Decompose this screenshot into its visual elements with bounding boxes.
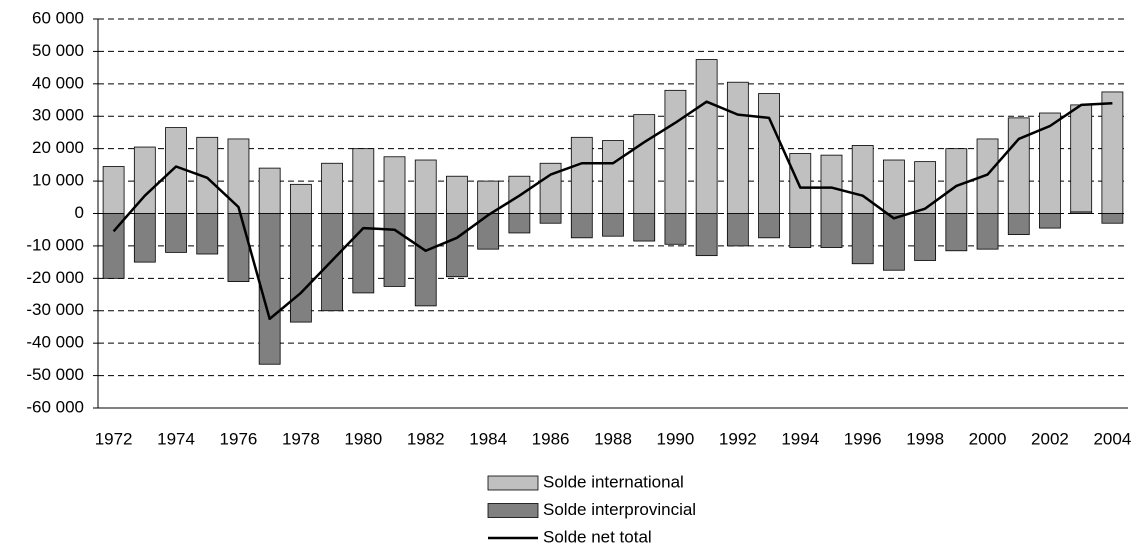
x-tick-label: 1988 xyxy=(594,429,632,448)
bar xyxy=(414,213,437,307)
x-tick-label: 1990 xyxy=(657,429,695,448)
bar xyxy=(664,213,687,245)
x-tick-label: 1978 xyxy=(282,429,320,448)
bar xyxy=(602,140,624,214)
line xyxy=(112,100,1113,321)
bar xyxy=(258,213,281,365)
bar xyxy=(133,213,156,263)
x-tick-label: 1998 xyxy=(906,429,944,448)
bar xyxy=(321,162,343,214)
bar xyxy=(477,213,500,250)
y-tick-label: 10 000 xyxy=(32,171,84,190)
bar xyxy=(570,213,593,239)
bar xyxy=(383,156,406,214)
y-tick-label: 0 xyxy=(75,203,84,222)
bar xyxy=(1101,213,1124,224)
x-tick-label: 1992 xyxy=(719,429,757,448)
x-tick-label: 1976 xyxy=(220,429,258,448)
bar xyxy=(1007,213,1030,235)
bar xyxy=(602,213,624,237)
bar xyxy=(726,213,749,247)
bar xyxy=(820,213,843,248)
bar xyxy=(914,213,937,261)
x-tick-label: 1994 xyxy=(781,429,819,448)
bar xyxy=(258,167,281,214)
bar xyxy=(945,148,968,214)
bar xyxy=(570,136,593,214)
x-tick-label: 1972 xyxy=(95,429,133,448)
bar xyxy=(1101,91,1124,214)
y-tick-label: 50 000 xyxy=(32,41,84,60)
bar xyxy=(976,213,999,250)
bar xyxy=(446,213,468,278)
bar xyxy=(508,213,531,234)
legend-swatch xyxy=(487,475,539,491)
bar xyxy=(851,145,874,214)
bar xyxy=(539,213,562,224)
bar xyxy=(758,93,780,214)
bar xyxy=(883,213,905,271)
bar xyxy=(289,213,312,323)
bar xyxy=(227,138,250,214)
bar xyxy=(851,213,874,265)
x-tick-label: 1986 xyxy=(532,429,570,448)
bar xyxy=(820,154,843,214)
x-tick-label: 1980 xyxy=(344,429,382,448)
y-tick-label: 60 000 xyxy=(32,8,84,27)
bar xyxy=(1039,213,1061,229)
x-tick-label: 2002 xyxy=(1031,429,1069,448)
y-tick-label: -20 000 xyxy=(26,268,84,287)
bar xyxy=(633,114,656,214)
x-tick-label: 2000 xyxy=(969,429,1007,448)
legend-label: Solde international xyxy=(543,472,684,491)
x-tick-label: 2004 xyxy=(1093,429,1131,448)
bar xyxy=(165,213,187,253)
y-tick-label: -50 000 xyxy=(26,365,84,384)
bar xyxy=(227,213,250,282)
bar xyxy=(758,213,780,239)
bar xyxy=(352,148,375,214)
y-tick-label: 40 000 xyxy=(32,73,84,92)
y-tick-label: 30 000 xyxy=(32,106,84,125)
y-tick-label: 20 000 xyxy=(32,138,84,157)
bar xyxy=(414,159,437,214)
bar xyxy=(102,213,125,279)
bar xyxy=(1007,117,1030,214)
legend-swatch xyxy=(487,503,539,518)
legend-label: Solde interprovincial xyxy=(543,500,696,519)
bar xyxy=(289,183,312,214)
y-tick-label: -30 000 xyxy=(26,300,84,319)
y-tick-label: -40 000 xyxy=(26,333,84,352)
bar xyxy=(102,166,125,214)
bar xyxy=(789,213,812,248)
bar xyxy=(695,59,718,214)
bar xyxy=(1070,104,1093,214)
y-tick-label: -60 000 xyxy=(26,397,84,416)
bar xyxy=(446,175,468,214)
bar xyxy=(695,213,718,257)
bar xyxy=(165,127,187,214)
bar xyxy=(352,213,375,294)
x-tick-label: 1984 xyxy=(469,429,507,448)
bar xyxy=(383,213,406,287)
bar xyxy=(1070,211,1093,214)
x-tick-label: 1982 xyxy=(407,429,445,448)
x-tick-label: 1974 xyxy=(157,429,195,448)
bar xyxy=(883,159,905,214)
legend-label: Solde net total xyxy=(543,527,652,546)
bar xyxy=(477,180,500,214)
bar xyxy=(196,213,219,255)
bar xyxy=(726,81,749,214)
x-tick-label: 1996 xyxy=(844,429,882,448)
bar xyxy=(945,213,968,252)
bar xyxy=(664,89,687,214)
bar xyxy=(914,161,937,214)
bar xyxy=(789,153,812,214)
y-tick-label: -10 000 xyxy=(26,235,84,254)
bar xyxy=(633,213,656,242)
